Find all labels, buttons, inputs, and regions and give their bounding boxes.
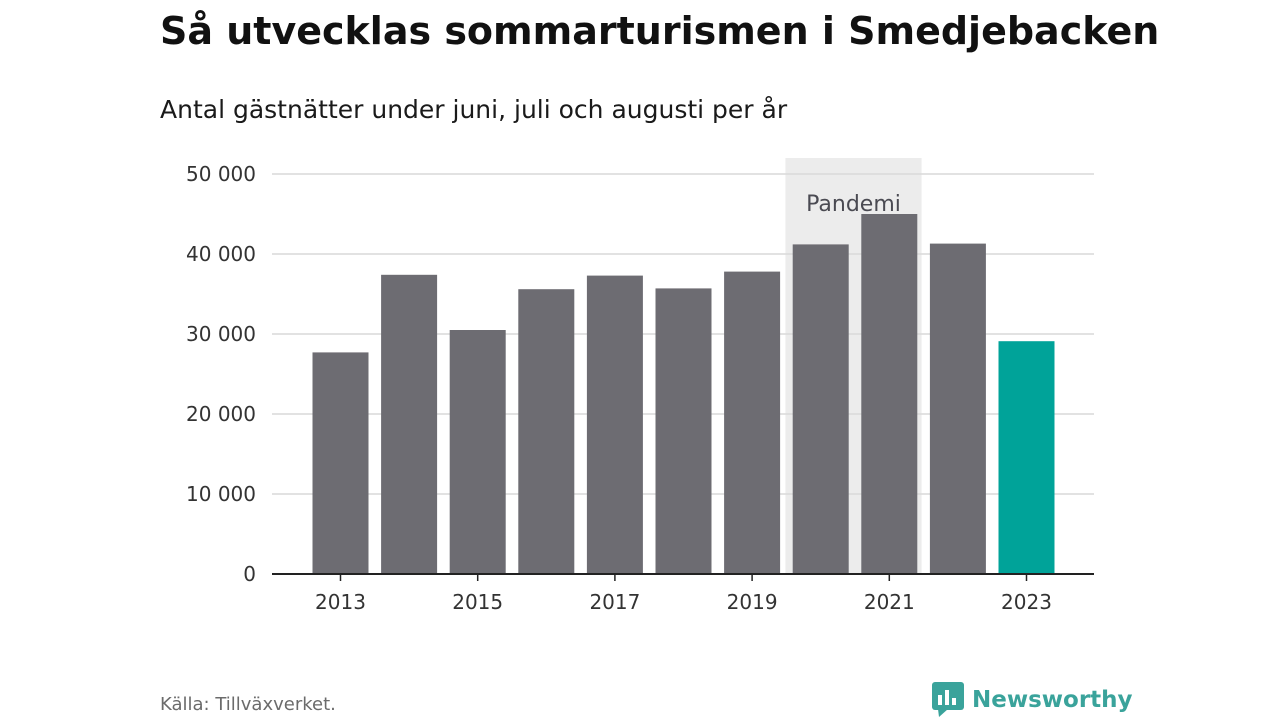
- y-tick-label: 20 000: [186, 402, 256, 426]
- x-tick-label: 2013: [315, 590, 366, 614]
- pandemic-annotation-text: Pandemi: [806, 192, 901, 217]
- x-tick-label: 2015: [452, 590, 503, 614]
- bar-2015: [449, 330, 506, 574]
- chart-title: Så utvecklas sommarturismen i Smedjeback…: [160, 9, 1160, 53]
- x-tick-label: 2021: [864, 590, 915, 614]
- y-tick-label: 50 000: [186, 162, 256, 186]
- bar-2016: [518, 289, 575, 574]
- bar-2022: [929, 243, 986, 574]
- bar-2019: [724, 271, 781, 574]
- bar-2014: [381, 274, 438, 574]
- bar-chart: 0 10 000 20 000 30 000 40 000 50 000 2013 2015…: [186, 158, 1094, 614]
- bar-2020: [792, 244, 849, 574]
- y-axis-ticks: 0 10 000 20 000 30 000 40 000 50 000: [186, 162, 256, 586]
- source-note: Källa: Tillväxverket.: [160, 694, 336, 715]
- pandemic-label: Pandemi: [806, 192, 901, 217]
- y-tick-label: 10 000: [186, 482, 256, 506]
- newsworthy-logo-icon: [932, 682, 964, 717]
- bar-2021: [861, 214, 918, 574]
- x-tick-label: 2023: [1001, 590, 1052, 614]
- bar-2023: [998, 341, 1055, 574]
- bar-2013: [312, 352, 369, 574]
- brand-name: Newsworthy: [972, 687, 1133, 713]
- y-tick-label: 0: [243, 562, 256, 586]
- x-tick-label: 2019: [727, 590, 778, 614]
- bars: [312, 214, 1055, 574]
- bar-2018: [655, 288, 712, 574]
- newsworthy-logo: Newsworthy: [932, 680, 1133, 720]
- x-axis-ticks: 2013 2015 2017 2019 2021 2023: [315, 574, 1052, 614]
- x-tick-label: 2017: [589, 590, 640, 614]
- y-tick-label: 30 000: [186, 322, 256, 346]
- y-tick-label: 40 000: [186, 242, 256, 266]
- chart-subtitle: Antal gästnätter under juni, juli och au…: [160, 95, 788, 124]
- bar-2017: [586, 275, 643, 574]
